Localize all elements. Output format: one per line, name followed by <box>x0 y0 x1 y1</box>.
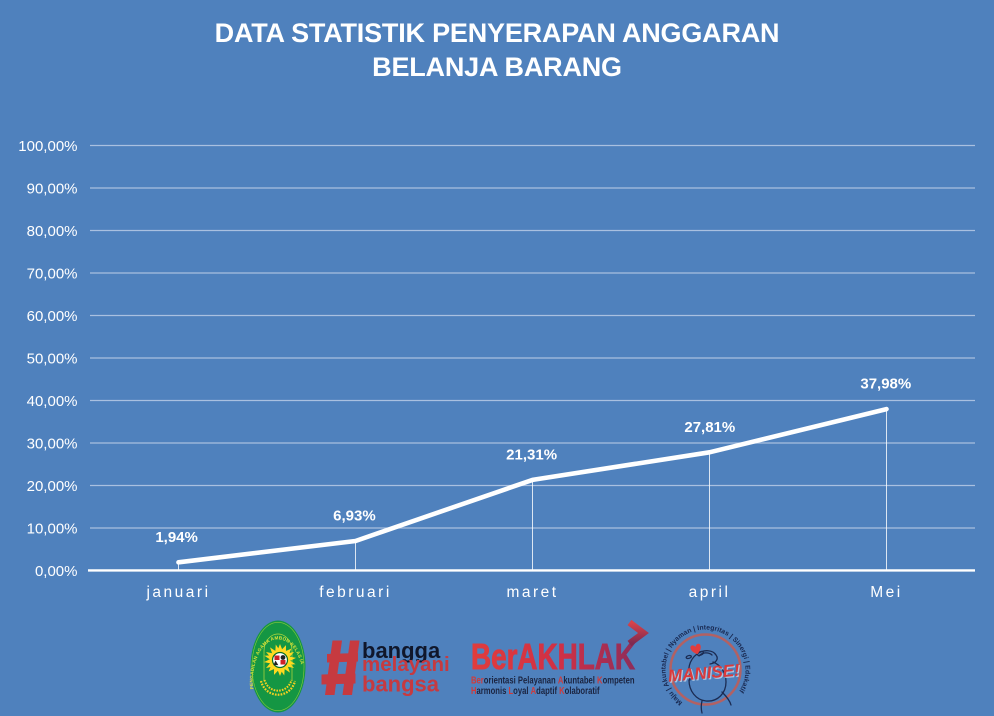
svg-text:21,31%: 21,31% <box>506 447 557 464</box>
svg-text:10,00%: 10,00% <box>27 521 78 538</box>
svg-text:bangsa: bangsa <box>362 672 440 697</box>
svg-text:0,00%: 0,00% <box>35 563 78 580</box>
svg-text:20,00%: 20,00% <box>27 478 78 495</box>
svg-text:60,00%: 60,00% <box>27 308 78 325</box>
svg-text:100,00%: 100,00% <box>18 138 77 155</box>
svg-text:6,93%: 6,93% <box>333 508 376 525</box>
svg-text:Harmonis Loyal Adaptif Kolabor: Harmonis Loyal Adaptif Kolaboratif <box>471 685 600 696</box>
svg-text:februari: februari <box>319 584 392 601</box>
svg-text:Mei: Mei <box>870 584 902 601</box>
svg-text:januari: januari <box>145 584 210 601</box>
svg-text:april: april <box>689 584 731 601</box>
svg-text:90,00%: 90,00% <box>27 181 78 198</box>
svg-text:Berorientasi Pelayanan Akuntab: Berorientasi Pelayanan Akuntabel Kompete… <box>471 674 635 685</box>
svg-text:MANISE!: MANISE! <box>667 661 740 686</box>
svg-text:40,00%: 40,00% <box>27 393 78 410</box>
svg-text:80,00%: 80,00% <box>27 223 78 240</box>
svg-text:BerAKHLAK: BerAKHLAK <box>471 636 635 677</box>
svg-text:maret: maret <box>506 584 558 601</box>
svg-text:1,94%: 1,94% <box>155 529 198 546</box>
svg-text:bangga: bangga <box>362 638 441 663</box>
svg-text:27,81%: 27,81% <box>684 419 735 436</box>
svg-text:70,00%: 70,00% <box>27 266 78 283</box>
svg-text:30,00%: 30,00% <box>27 436 78 453</box>
svg-text:50,00%: 50,00% <box>27 351 78 368</box>
svg-text:37,98%: 37,98% <box>860 376 911 393</box>
svg-text:melayani: melayani <box>362 653 450 676</box>
